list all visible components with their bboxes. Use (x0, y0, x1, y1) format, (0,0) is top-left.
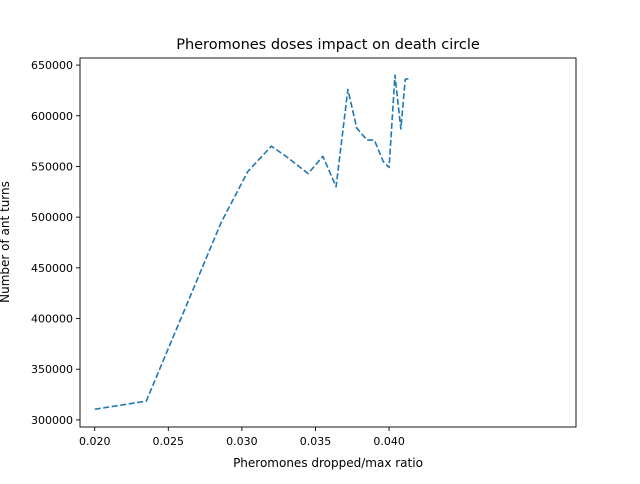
y-tick-label: 550000 (31, 160, 73, 173)
y-tick-label: 300000 (31, 414, 73, 427)
x-tick-label: 0.035 (300, 435, 332, 448)
x-tick-label: 0.025 (153, 435, 185, 448)
y-axis-ticks: 300000 350000 400000 450000 500000 550000 6000… (31, 59, 80, 427)
x-axis-ticks: 0.020 0.025 0.030 0.035 0.040 (79, 427, 405, 448)
y-tick-label: 650000 (31, 59, 73, 72)
y-tick-label: 500000 (31, 211, 73, 224)
chart-title: Pheromones doses impact on death circle (176, 37, 480, 53)
x-tick-label: 0.040 (373, 435, 405, 448)
x-tick-label: 0.030 (226, 435, 258, 448)
y-tick-label: 600000 (31, 110, 73, 123)
y-tick-label: 450000 (31, 262, 73, 275)
x-tick-label: 0.020 (79, 435, 111, 448)
series-line-0 (94, 74, 412, 411)
series-layer (94, 74, 412, 411)
y-tick-label: 400000 (31, 313, 73, 326)
y-tick-label: 350000 (31, 363, 73, 376)
x-axis-label: Pheromones dropped/max ratio (233, 456, 423, 470)
y-axis-label: Number of ant turns (0, 181, 12, 303)
plot-area-frame (79, 57, 577, 428)
